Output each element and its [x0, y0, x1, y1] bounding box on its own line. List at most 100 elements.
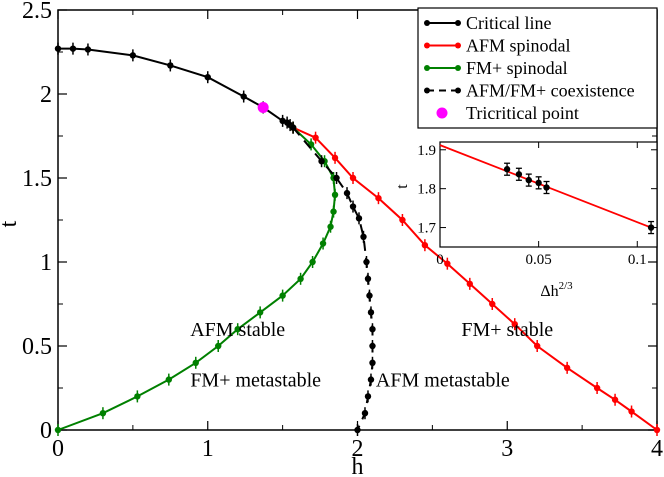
critical-line-point [204, 74, 211, 81]
fm-spinodal-point [234, 326, 241, 333]
inset-y-tick-label: 1.7 [417, 221, 436, 237]
y-tick-label: 0.5 [22, 334, 52, 360]
x-tick-label: 2 [352, 436, 364, 462]
fm-spinodal-point [256, 309, 264, 316]
fm-spinodal-point [309, 258, 316, 266]
afm-spinodal-point [593, 384, 601, 392]
region-label: FM+ metastable [190, 369, 321, 391]
afm-spinodal-point [444, 260, 451, 267]
afm-fm-coexistence-point [364, 393, 372, 400]
afm-fm-coexistence-point [360, 233, 367, 240]
legend-entry: FM+ spinodal [466, 58, 568, 78]
critical-line-line [58, 47, 294, 129]
afm-fm-coexistence-point [366, 292, 373, 299]
inset-x-axis-label-base: Δh [540, 283, 558, 300]
critical-line-point [84, 46, 92, 53]
legend-marker-afm-spinodal [424, 42, 430, 49]
afm-fm-coexistence-point [367, 376, 375, 383]
fm-spinodal-point [99, 410, 107, 417]
afm-spinodal-point [375, 194, 382, 202]
x-tick-label: 0 [52, 436, 64, 462]
afm-fm-coexistence-point [289, 124, 297, 131]
region-label: FM+ stable [461, 319, 553, 341]
critical-line-point [54, 45, 62, 52]
afm-fm-coexistence-point [367, 309, 375, 316]
inset-x-axis-label-exponent: 2/3 [559, 280, 574, 292]
fm-spinodal-point [327, 223, 334, 230]
inset-point [503, 166, 511, 173]
critical-line-point [69, 45, 77, 52]
afm-spinodal-point [563, 364, 571, 372]
afm-spinodal-point [466, 280, 474, 288]
y-tick-label: 1 [40, 250, 52, 276]
x-tick-label: 4 [651, 436, 663, 462]
legend-marker-fm-spinodal [424, 65, 430, 71]
afm-fm-coexistence-point [355, 215, 363, 222]
legend-entry: AFM spinodal [466, 36, 571, 56]
inset-point [543, 184, 550, 191]
region-label: AFM metastable [376, 369, 510, 391]
inset-y-axis-label: t [394, 184, 411, 189]
legend-marker-tricritical-point [436, 107, 448, 119]
y-tick-label: 2 [40, 82, 52, 108]
critical-line-point [167, 62, 174, 69]
afm-fm-coexistence-point [369, 342, 376, 350]
fm-spinodal-point [319, 240, 327, 247]
legend-marker-critical-line [424, 20, 430, 26]
afm-spinodal-point [489, 300, 496, 308]
inset-x-axis-label: Δh2/3 [540, 280, 573, 300]
afm-spinodal-point [611, 396, 619, 403]
afm-fm-coexistence-point [361, 410, 369, 417]
afm-fm-coexistence-point [354, 426, 361, 434]
legend-entry: Tricritical point [466, 103, 579, 123]
y-axis-label: t [0, 220, 22, 227]
afm-fm-coexistence-point [364, 275, 372, 282]
y-tick-label: 1.5 [22, 166, 52, 192]
afm-fm-coexistence-point [343, 189, 351, 197]
x-tick-label: 3 [501, 436, 513, 462]
fm-spinodal-point [192, 359, 199, 366]
tricritical-point-point [257, 101, 269, 113]
inset-point [535, 179, 542, 187]
critical-line-point [240, 93, 247, 100]
fm-spinodal-point [134, 393, 141, 400]
region-label: AFM stable [190, 319, 285, 341]
afm-spinodal-point [534, 342, 541, 350]
afm-fm-coexistence-point [349, 203, 357, 210]
inset-point [525, 176, 532, 184]
fm-spinodal-point [54, 426, 62, 434]
afm-fm-coexistence-point [369, 359, 376, 366]
y-tick-label: 2.5 [22, 0, 52, 24]
fm-spinodal-point [279, 292, 286, 299]
inset-x-tick-label: 0 [436, 252, 444, 268]
afm-spinodal-point [312, 134, 319, 141]
fm-spinodal-point [331, 191, 339, 198]
fm-spinodal-point [165, 376, 173, 383]
critical-line-point [129, 52, 137, 59]
legend-marker-afm-spinodal [455, 42, 461, 49]
afm-spinodal-point [421, 242, 429, 249]
afm-spinodal-point [511, 320, 518, 328]
legend-marker-afm-fm-coexistence [455, 87, 461, 94]
inset-y-tick-label: 1.9 [417, 143, 436, 159]
afm-fm-coexistence-point [369, 326, 376, 333]
afm-fm-coexistence-point [363, 258, 370, 266]
fm-spinodal-point [215, 342, 222, 350]
afm-spinodal-point [653, 426, 661, 434]
legend-entry: AFM/FM+ coexistence [466, 81, 635, 101]
inset-x-tick-label: 0.1 [628, 252, 647, 268]
x-tick-label: 1 [202, 436, 214, 462]
legend-marker-fm-spinodal [455, 65, 461, 71]
x-axis-label: h [352, 454, 364, 477]
y-tick-label: 0 [40, 418, 52, 444]
afm-fm-coexistence-point [318, 158, 325, 165]
afm-spinodal-point [399, 216, 406, 224]
legend-entry: Critical line [466, 13, 551, 33]
legend-marker-critical-line [455, 20, 461, 26]
afm-spinodal-point [331, 154, 339, 162]
fm-spinodal-point [330, 208, 337, 215]
afm-spinodal-point [349, 174, 357, 182]
fm-spinodal-point [297, 275, 304, 282]
inset-point [515, 171, 523, 178]
